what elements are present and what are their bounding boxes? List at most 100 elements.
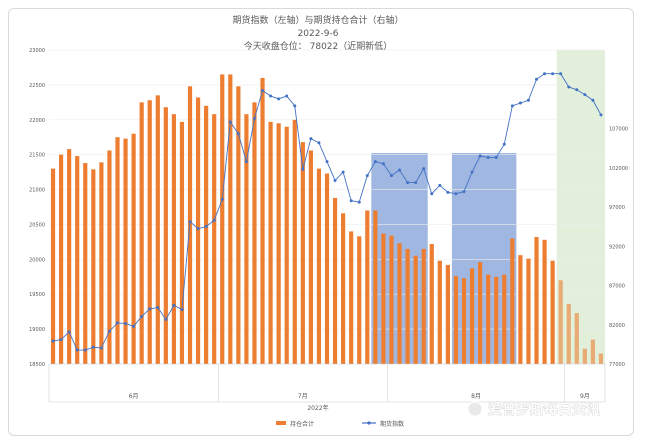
index-point-56 (502, 142, 506, 146)
index-point-46 (422, 167, 426, 171)
index-point-25 (252, 116, 256, 120)
index-point-33 (317, 141, 321, 145)
index-point-14 (164, 317, 168, 321)
left-tick-label: 19000 (29, 327, 45, 333)
index-point-43 (398, 168, 402, 172)
index-point-53 (478, 154, 482, 158)
bar-14 (163, 107, 168, 365)
index-point-7 (107, 329, 111, 333)
bar-33 (316, 168, 322, 364)
bar-27 (268, 121, 273, 364)
bar-52 (469, 268, 475, 364)
bar-63 (558, 280, 563, 364)
right-tick-label: 107000 (609, 127, 628, 133)
legend-line-marker (367, 421, 371, 425)
bar-67 (590, 339, 596, 364)
index-point-11 (140, 315, 144, 319)
bar-57 (510, 238, 515, 364)
bar-59 (526, 258, 531, 364)
index-point-20 (212, 218, 216, 222)
bar-66 (582, 348, 587, 364)
right-tick-label: 77000 (609, 362, 625, 368)
index-point-28 (277, 97, 281, 101)
legend-bar-label: 持仓合计 (290, 420, 314, 428)
bar-46 (421, 248, 426, 364)
watermark-icon (467, 401, 483, 417)
index-point-55 (494, 155, 498, 159)
bar-43 (397, 243, 402, 364)
index-point-26 (261, 88, 265, 92)
bar-11 (139, 102, 144, 364)
bar-6 (99, 162, 104, 364)
bar-7 (107, 150, 112, 364)
bar-47 (429, 243, 434, 364)
index-point-0 (51, 339, 55, 343)
index-point-1 (59, 338, 63, 342)
index-point-38 (357, 200, 361, 204)
index-point-23 (236, 132, 240, 136)
index-point-67 (591, 98, 595, 102)
bar-62 (550, 260, 555, 364)
index-point-48 (438, 183, 442, 187)
bar-30 (292, 119, 297, 365)
index-point-57 (510, 104, 514, 108)
index-point-58 (518, 101, 522, 105)
index-point-35 (333, 178, 337, 182)
index-point-37 (349, 199, 353, 203)
bar-23 (236, 86, 241, 364)
bar-8 (115, 137, 120, 364)
index-point-15 (172, 303, 176, 307)
bar-29 (284, 126, 289, 364)
index-point-13 (156, 305, 160, 309)
bar-56 (502, 274, 507, 364)
legend-line-label: 期货指数 (380, 420, 404, 428)
right-tick-label: 82000 (609, 323, 625, 329)
index-point-60 (535, 77, 539, 81)
chart-title-2: 2022-9-6 (298, 29, 339, 39)
bar-48 (437, 260, 442, 364)
bar-50 (453, 276, 459, 364)
bar-38 (357, 236, 362, 364)
bar-19 (204, 105, 209, 365)
month-label-2: 8月 (471, 393, 481, 400)
bar-42 (389, 235, 394, 364)
index-point-40 (373, 160, 377, 164)
bar-64 (566, 303, 571, 364)
bar-12 (147, 100, 152, 365)
index-point-44 (406, 181, 410, 185)
bar-13 (155, 95, 160, 364)
bar-32 (308, 150, 313, 364)
index-point-64 (567, 85, 571, 89)
month-label-1: 7月 (298, 393, 308, 400)
index-point-41 (381, 162, 385, 166)
bar-22 (228, 74, 233, 364)
bar-45 (413, 255, 418, 364)
right-tick-label: 102000 (609, 166, 628, 172)
index-point-2 (67, 330, 71, 334)
bar-65 (574, 313, 579, 364)
left-tick-label: 20000 (29, 257, 45, 263)
bar-40 (373, 210, 378, 364)
index-point-8 (115, 321, 119, 325)
bar-0 (50, 168, 56, 364)
watermark-text: 爱普罗斯每日资讯 (488, 401, 600, 418)
left-tick-label: 23000 (29, 48, 45, 54)
index-point-21 (220, 197, 224, 201)
bar-41 (381, 233, 386, 364)
index-point-49 (446, 190, 450, 194)
left-tick-label: 21000 (29, 188, 45, 194)
right-tick-label: 92000 (609, 244, 625, 250)
index-point-45 (414, 181, 418, 185)
chart-title-3: 今天收盘仓位： 78022（近期新低） (244, 40, 393, 52)
bar-34 (324, 173, 330, 364)
bar-28 (276, 123, 281, 365)
bar-5 (91, 169, 96, 364)
highlight-region-green (556, 50, 605, 364)
index-point-51 (462, 190, 466, 194)
index-point-31 (301, 167, 305, 171)
index-point-36 (341, 170, 345, 174)
bar-1 (58, 154, 64, 364)
left-tick-label: 20500 (29, 222, 45, 228)
